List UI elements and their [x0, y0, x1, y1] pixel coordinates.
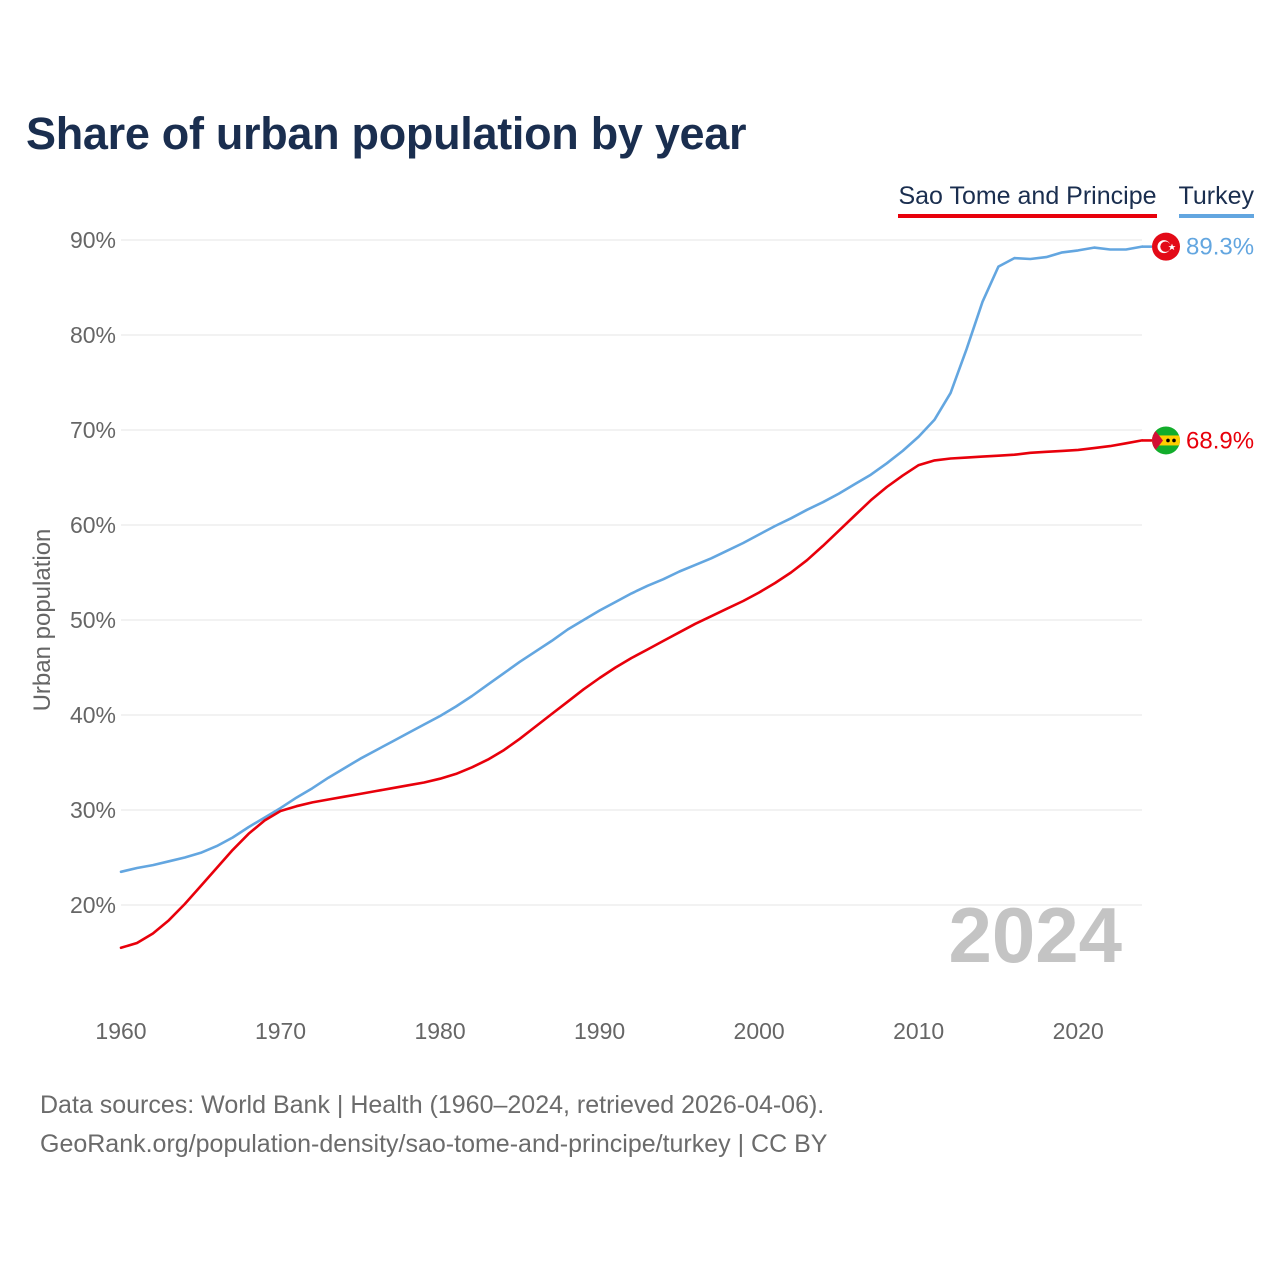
chart-title: Share of urban population by year — [26, 108, 747, 159]
x-tick-label: 2010 — [893, 1018, 944, 1044]
x-tick-labels: 1960 1970 1980 1990 2000 2010 2020 — [95, 1018, 1103, 1044]
footer: Data sources: World Bank | Health (1960–… — [40, 1086, 827, 1164]
y-axis-label: Urban population — [29, 529, 56, 712]
x-tick-label: 1960 — [95, 1018, 146, 1044]
x-tick-label: 2020 — [1053, 1018, 1104, 1044]
year-watermark: 2024 — [948, 891, 1122, 979]
end-label-sao-tome-and-principe: 68.9% — [1186, 427, 1254, 454]
y-tick-label: 30% — [70, 797, 116, 823]
y-tick-label: 90% — [70, 227, 116, 253]
legend: Sao Tome and Principe Turkey — [898, 182, 1254, 218]
end-label-turkey: 89.3% — [1186, 234, 1254, 261]
footer-attribution: GeoRank.org/population-density/sao-tome-… — [40, 1130, 828, 1158]
y-tick-labels: 20% 30% 40% 50% 60% 70% 80% 90% — [70, 227, 116, 918]
series-lines — [119, 245, 1144, 950]
series-line-turkey — [119, 245, 1144, 874]
legend-item-turkey[interactable]: Turkey — [1178, 182, 1254, 218]
sao-tome-flag-icon — [1152, 426, 1180, 455]
x-tick-label: 1990 — [574, 1018, 625, 1044]
footer-sources: Data sources: World Bank | Health (1960–… — [40, 1091, 825, 1119]
turkey-flag-icon — [1152, 232, 1180, 261]
y-tick-label: 80% — [70, 322, 116, 348]
x-tick-label: 1980 — [414, 1018, 465, 1044]
y-tick-label: 60% — [70, 512, 116, 538]
y-tick-label: 50% — [70, 607, 116, 633]
y-tick-label: 40% — [70, 702, 116, 728]
y-tick-label: 70% — [70, 417, 116, 443]
end-markers: 89.3% 68.9% — [1142, 232, 1254, 455]
series-line-sao-tome-and-principe — [119, 439, 1144, 950]
x-tick-label: 1970 — [255, 1018, 306, 1044]
legend-item-sao-tome[interactable]: Sao Tome and Principe — [898, 182, 1157, 218]
y-tick-label: 20% — [70, 892, 116, 918]
gridlines — [121, 239, 1142, 906]
x-tick-label: 2000 — [734, 1018, 785, 1044]
